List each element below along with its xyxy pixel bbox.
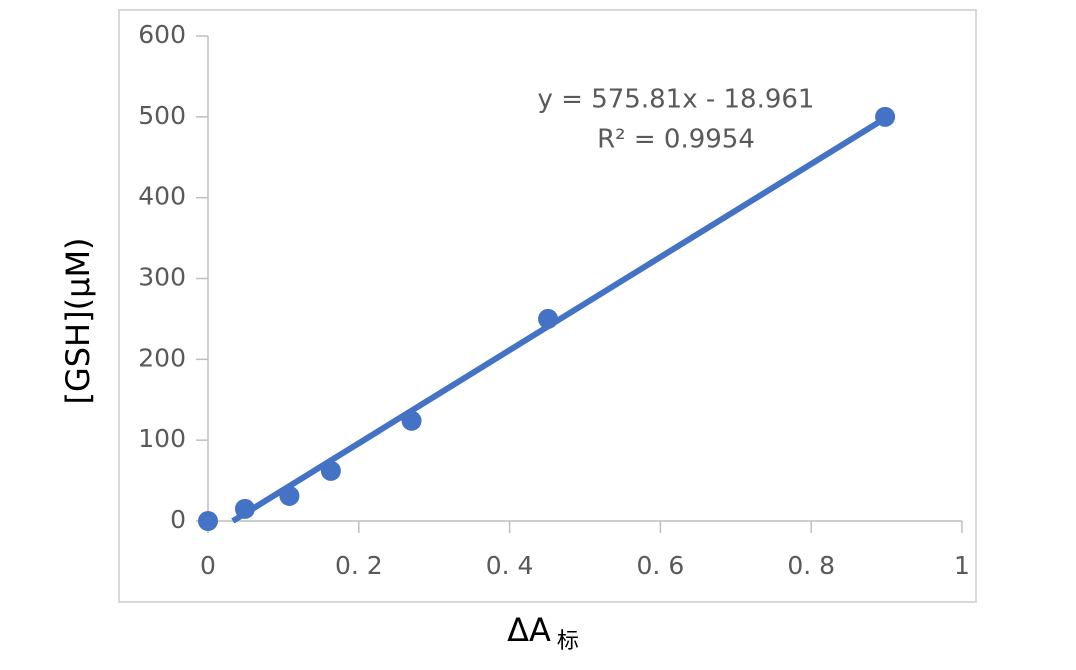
data-point xyxy=(279,485,300,506)
trendline-r2: R² = 0.9954 xyxy=(597,125,755,155)
data-point xyxy=(234,498,255,519)
y-tick-label: 600 xyxy=(138,20,186,49)
y-tick-label: 0 xyxy=(170,505,186,534)
x-tick-label: 0. 2 xyxy=(335,551,383,580)
y-tick-label: 300 xyxy=(138,263,186,292)
chart-frame xyxy=(118,9,977,603)
x-tick-label: 0. 4 xyxy=(486,551,534,580)
x-tick-label: 0 xyxy=(200,551,216,580)
y-tick-label: 200 xyxy=(138,343,186,372)
y-tick-label: 500 xyxy=(138,101,186,130)
data-point xyxy=(538,308,559,329)
y-tick-label: 100 xyxy=(138,424,186,453)
y-tick-label: 400 xyxy=(138,182,186,211)
data-point xyxy=(875,106,896,127)
data-point xyxy=(320,460,341,481)
data-point xyxy=(198,511,218,531)
x-tick-label: 1 xyxy=(954,551,970,580)
x-axis-title: ΔA 标 xyxy=(507,611,579,654)
x-tick-label: 0. 8 xyxy=(787,551,835,580)
x-axis-title-sub: 标 xyxy=(557,629,579,654)
trendline-equation: y = 575.81x - 18.961 xyxy=(538,85,815,115)
data-point xyxy=(401,410,422,431)
trendline xyxy=(231,115,887,524)
x-axis-title-main: ΔA xyxy=(507,611,551,649)
y-axis-title: [GSH](μM) xyxy=(59,237,97,404)
x-tick-label: 0. 6 xyxy=(637,551,685,580)
